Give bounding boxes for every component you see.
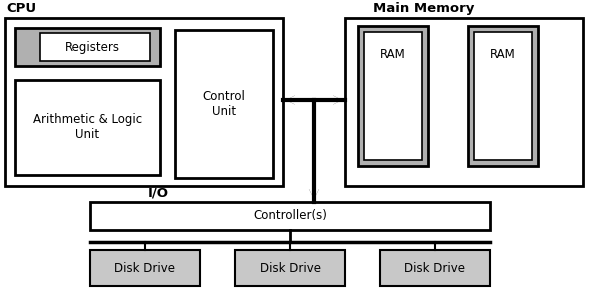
Bar xyxy=(15,80,160,175)
Text: Controller(s): Controller(s) xyxy=(253,209,327,222)
Text: RAM: RAM xyxy=(490,48,516,61)
Text: Control
Unit: Control Unit xyxy=(202,90,245,118)
Bar xyxy=(380,250,490,286)
Bar xyxy=(364,32,422,160)
Text: Disk Drive: Disk Drive xyxy=(114,262,175,275)
Bar xyxy=(90,250,200,286)
Bar xyxy=(175,30,273,178)
Bar xyxy=(358,26,428,166)
Text: Registers: Registers xyxy=(65,41,120,53)
Text: RAM: RAM xyxy=(380,48,406,61)
Bar xyxy=(474,32,532,160)
Bar xyxy=(468,26,538,166)
Text: Arithmetic & Logic
Unit: Arithmetic & Logic Unit xyxy=(33,113,142,142)
Bar xyxy=(15,28,160,66)
Text: Disk Drive: Disk Drive xyxy=(405,262,466,275)
Bar xyxy=(345,18,583,186)
Text: Disk Drive: Disk Drive xyxy=(260,262,320,275)
Bar xyxy=(5,18,283,186)
Text: Main Memory: Main Memory xyxy=(373,2,474,15)
Bar xyxy=(90,202,490,230)
Bar xyxy=(40,33,150,61)
Text: I/O: I/O xyxy=(148,186,169,199)
Text: CPU: CPU xyxy=(6,2,36,15)
Bar xyxy=(235,250,345,286)
